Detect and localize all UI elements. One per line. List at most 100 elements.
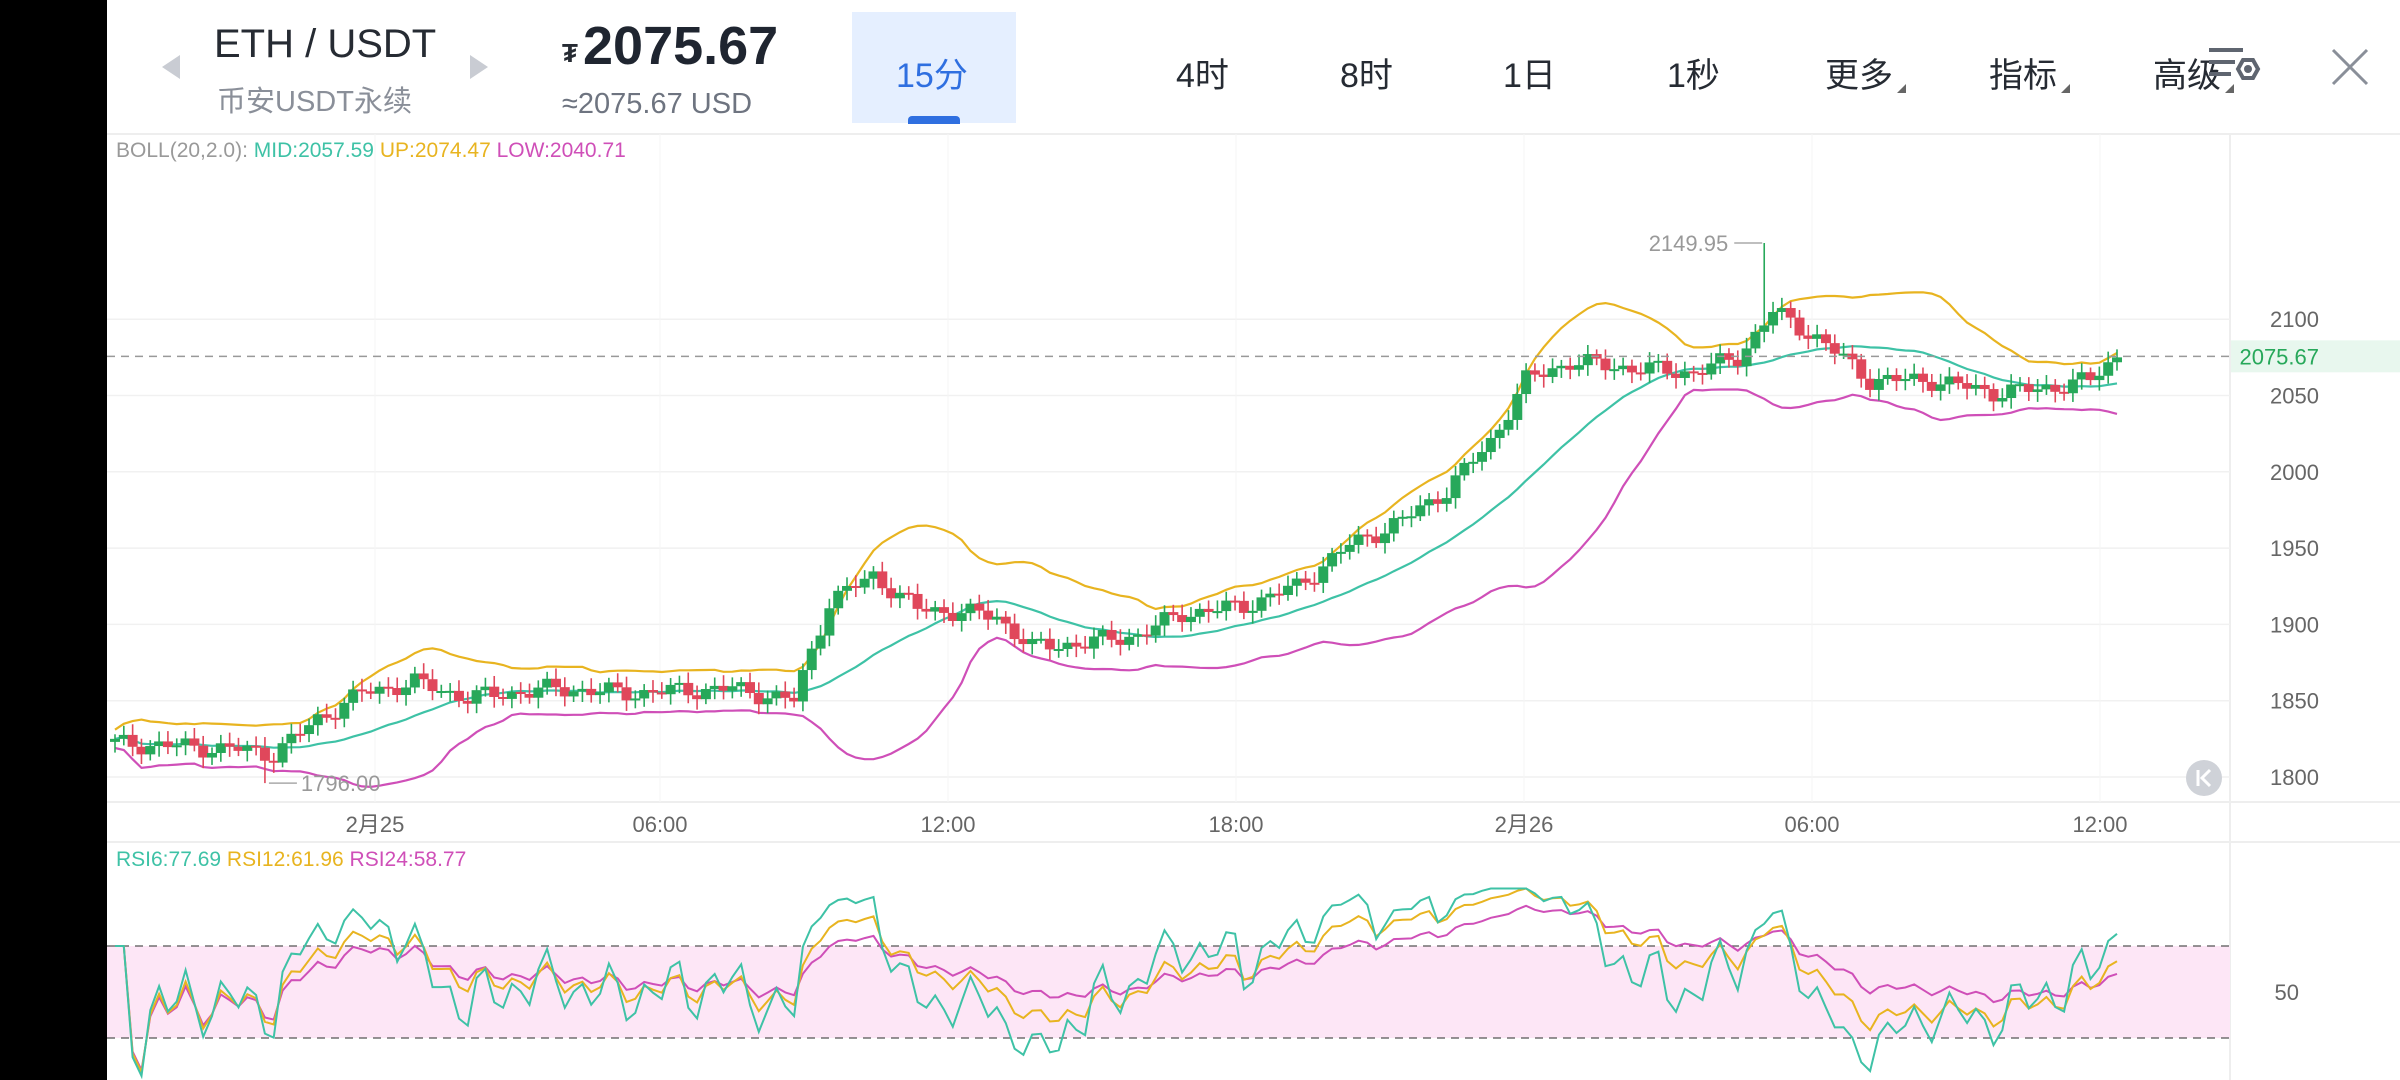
high-label: 2149.95	[1649, 231, 1729, 256]
candle-body	[1820, 334, 1831, 344]
candle-body	[1406, 516, 1417, 519]
candle-body	[1829, 343, 1840, 354]
candle-body	[586, 688, 597, 696]
candle-body	[418, 673, 429, 680]
candle-body	[154, 741, 165, 747]
candle-body	[700, 688, 711, 700]
candle-body	[912, 593, 923, 609]
candle-body	[771, 691, 782, 699]
rsi-panel: 50	[107, 887, 2299, 1080]
candle-body	[1071, 642, 1082, 647]
candle-body	[409, 673, 420, 688]
candle-body	[1847, 353, 1858, 360]
tab-1s[interactable]: 1秒	[1667, 57, 1720, 95]
prev-symbol-icon[interactable]	[162, 55, 180, 79]
tab-more[interactable]: 更多	[1825, 48, 1906, 97]
candle-body	[145, 746, 156, 755]
tab-15m[interactable]: 15分	[896, 57, 968, 95]
candle-body	[577, 688, 588, 692]
candle-body	[1159, 612, 1170, 626]
tab-1d[interactable]: 1日	[1503, 57, 1556, 95]
candle-body	[1706, 363, 1717, 375]
candle-body	[621, 687, 632, 701]
candle-body	[859, 578, 870, 588]
candle-body	[215, 743, 226, 753]
candle-body	[656, 692, 667, 695]
candle-body	[1565, 365, 1576, 370]
chart-settings-icon[interactable]	[2205, 44, 2261, 92]
candle-body	[683, 682, 694, 696]
candle-body	[1044, 638, 1055, 650]
candle-body	[1274, 593, 1285, 596]
candle-body	[1917, 373, 1928, 382]
candle-body	[1282, 585, 1293, 595]
dropdown-caret-icon	[2225, 84, 2234, 93]
candle-body	[595, 692, 606, 696]
next-symbol-icon[interactable]	[470, 55, 488, 79]
candle-body	[233, 746, 244, 751]
candle-body	[692, 695, 703, 700]
candle-body	[1185, 616, 1196, 623]
x-tick-label: 18:00	[1208, 812, 1263, 837]
close-icon[interactable]	[2329, 46, 2371, 88]
candle-body	[1362, 534, 1373, 537]
candle-body	[797, 670, 808, 702]
candle-body	[780, 691, 791, 698]
rsi6-value: RSI6:77.69	[116, 848, 222, 871]
scroll-to-latest-icon[interactable]	[2186, 760, 2222, 796]
x-tick-label: 12:00	[2072, 812, 2127, 837]
candle-body	[259, 747, 270, 761]
y-tick-label: 1850	[2270, 689, 2319, 714]
candle-body	[1053, 648, 1064, 651]
candle-body	[1626, 365, 1637, 373]
candle-body	[127, 734, 138, 747]
candle-body	[727, 686, 738, 691]
candle-body	[2006, 384, 2017, 399]
candle-body	[1009, 623, 1020, 640]
candle-body	[1115, 639, 1126, 645]
candle-body	[489, 686, 500, 697]
candle-body	[348, 689, 359, 703]
candle-body	[1027, 638, 1038, 645]
candle-body	[277, 743, 288, 763]
candle-body	[524, 694, 535, 698]
symbol-title[interactable]: ETH / USDT	[214, 22, 437, 66]
x-tick-label: 2月25	[346, 812, 405, 837]
candle-body	[568, 691, 579, 697]
candle-body	[965, 603, 976, 614]
candle-body	[983, 610, 994, 620]
candle-body	[356, 689, 367, 692]
candle-body	[947, 612, 958, 621]
price-chart[interactable]: 1800 1850 1900 1950 2000 2050 2100 2月25 06:00 12:…	[107, 0, 2400, 1080]
candle-body	[1415, 505, 1426, 517]
candle-body	[2085, 372, 2096, 381]
candle-body	[1873, 379, 1884, 390]
candle-body	[1503, 419, 1514, 430]
candle-body	[1000, 616, 1011, 624]
tab-indicators[interactable]: 指标	[1989, 48, 2070, 97]
candle-body	[1891, 374, 1902, 382]
x-tick-label: 2月26	[1495, 812, 1554, 837]
tab-8h[interactable]: 8时	[1340, 57, 1393, 95]
candle-body	[921, 608, 932, 612]
candle-body	[1080, 646, 1091, 649]
active-tab-indicator	[908, 116, 960, 124]
candle-body	[1582, 354, 1593, 366]
candle-body	[1221, 600, 1232, 612]
candle-body	[1194, 608, 1205, 617]
candle-body	[242, 745, 253, 751]
candle-body	[1521, 370, 1532, 395]
tab-4h[interactable]: 4时	[1176, 57, 1229, 95]
candle-body	[1741, 348, 1752, 367]
candle-body	[1962, 383, 1973, 389]
candle-body	[1768, 311, 1779, 326]
bollinger-bands	[114, 291, 2118, 789]
candle-body	[1238, 600, 1249, 613]
candle-body	[2076, 372, 2087, 380]
candle-body	[559, 687, 570, 697]
candle-body	[383, 686, 394, 689]
candle-body	[930, 607, 941, 612]
candle-body	[542, 678, 553, 688]
candle-body	[445, 690, 456, 693]
candle-body	[506, 691, 517, 699]
